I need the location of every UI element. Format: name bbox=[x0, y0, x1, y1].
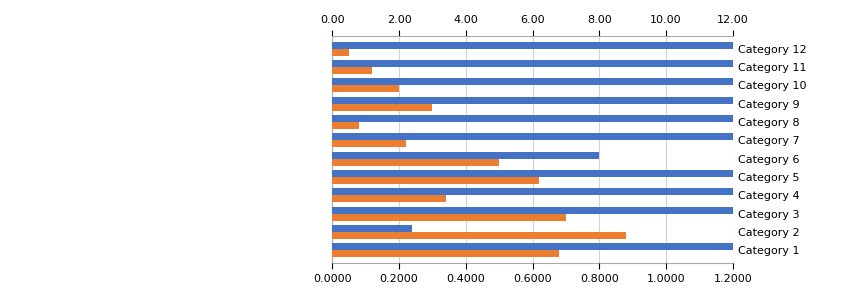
Bar bbox=[332, 214, 566, 221]
Bar bbox=[332, 122, 359, 129]
Bar bbox=[332, 250, 559, 257]
Bar bbox=[332, 115, 733, 122]
Bar bbox=[332, 152, 599, 159]
Bar bbox=[332, 60, 733, 67]
Bar bbox=[332, 97, 733, 104]
Bar bbox=[332, 195, 446, 202]
Bar bbox=[332, 225, 412, 232]
Bar bbox=[332, 232, 626, 239]
Bar bbox=[332, 207, 733, 214]
Bar bbox=[332, 133, 733, 140]
Bar bbox=[332, 104, 433, 111]
Bar bbox=[332, 243, 733, 250]
Bar bbox=[332, 85, 399, 92]
Bar bbox=[332, 140, 406, 147]
Bar bbox=[332, 67, 372, 74]
Bar bbox=[332, 188, 733, 195]
Bar bbox=[332, 78, 733, 85]
Bar bbox=[332, 177, 539, 184]
Bar bbox=[332, 49, 349, 56]
Bar bbox=[332, 159, 499, 166]
Bar bbox=[332, 42, 733, 49]
Bar bbox=[332, 170, 733, 177]
